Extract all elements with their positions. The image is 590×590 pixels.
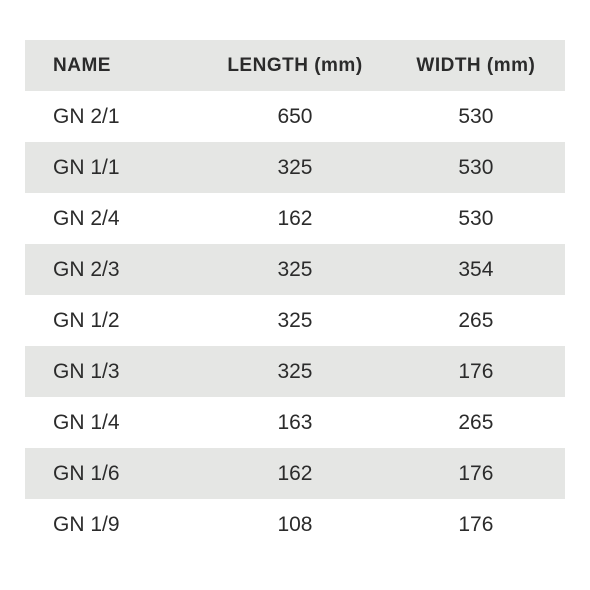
cell-length: 650 (203, 91, 387, 142)
cell-name: GN 1/2 (25, 295, 203, 346)
cell-width: 176 (387, 346, 565, 397)
table-row: GN 1/6 162 176 (25, 448, 565, 499)
cell-length: 163 (203, 397, 387, 448)
cell-length: 108 (203, 499, 387, 550)
table-body: GN 2/1 650 530 GN 1/1 325 530 GN 2/4 162… (25, 91, 565, 550)
cell-name: GN 1/3 (25, 346, 203, 397)
cell-width: 265 (387, 295, 565, 346)
table-row: GN 1/9 108 176 (25, 499, 565, 550)
cell-length: 325 (203, 295, 387, 346)
size-table: NAME LENGTH (mm) WIDTH (mm) GN 2/1 650 5… (25, 40, 565, 550)
col-header-length: LENGTH (mm) (203, 40, 387, 91)
cell-name: GN 2/4 (25, 193, 203, 244)
header-row: NAME LENGTH (mm) WIDTH (mm) (25, 40, 565, 91)
cell-length: 325 (203, 346, 387, 397)
cell-width: 176 (387, 499, 565, 550)
table-row: GN 1/4 163 265 (25, 397, 565, 448)
cell-name: GN 1/6 (25, 448, 203, 499)
table-header: NAME LENGTH (mm) WIDTH (mm) (25, 40, 565, 91)
cell-width: 176 (387, 448, 565, 499)
table-row: GN 2/4 162 530 (25, 193, 565, 244)
cell-name: GN 1/4 (25, 397, 203, 448)
table: NAME LENGTH (mm) WIDTH (mm) GN 2/1 650 5… (25, 40, 565, 550)
cell-name: GN 2/1 (25, 91, 203, 142)
table-row: GN 1/2 325 265 (25, 295, 565, 346)
cell-length: 162 (203, 448, 387, 499)
cell-length: 325 (203, 244, 387, 295)
col-header-width: WIDTH (mm) (387, 40, 565, 91)
cell-name: GN 1/1 (25, 142, 203, 193)
cell-name: GN 2/3 (25, 244, 203, 295)
cell-width: 265 (387, 397, 565, 448)
cell-length: 325 (203, 142, 387, 193)
cell-width: 530 (387, 91, 565, 142)
table-row: GN 2/3 325 354 (25, 244, 565, 295)
cell-width: 354 (387, 244, 565, 295)
table-row: GN 1/1 325 530 (25, 142, 565, 193)
cell-length: 162 (203, 193, 387, 244)
cell-name: GN 1/9 (25, 499, 203, 550)
table-row: GN 2/1 650 530 (25, 91, 565, 142)
col-header-name: NAME (25, 40, 203, 91)
table-row: GN 1/3 325 176 (25, 346, 565, 397)
cell-width: 530 (387, 142, 565, 193)
cell-width: 530 (387, 193, 565, 244)
